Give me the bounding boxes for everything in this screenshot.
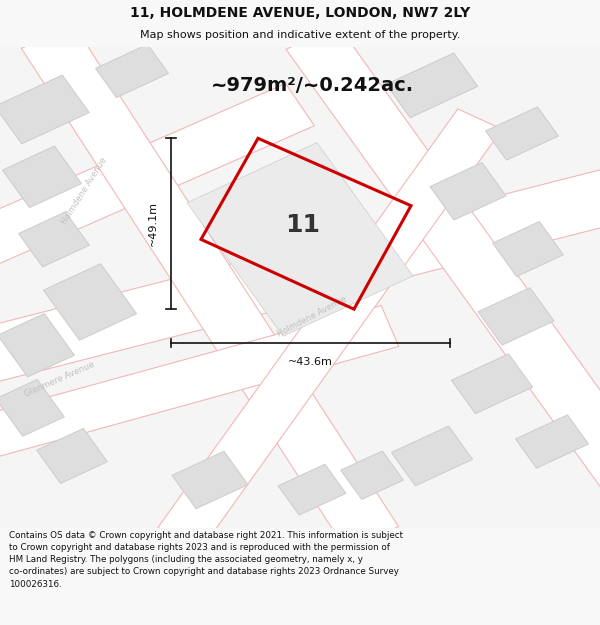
Polygon shape (95, 44, 169, 98)
Polygon shape (0, 379, 64, 436)
Text: ~49.1m: ~49.1m (148, 201, 158, 246)
Polygon shape (430, 162, 506, 220)
Text: Holmdene Avenue: Holmdene Avenue (59, 156, 109, 226)
Polygon shape (172, 451, 248, 509)
Text: Contains OS data © Crown copyright and database right 2021. This information is : Contains OS data © Crown copyright and d… (9, 531, 403, 589)
Text: Glenmere Avenue: Glenmere Avenue (23, 359, 97, 398)
Text: 11, HOLMDENE AVENUE, LONDON, NW7 2LY: 11, HOLMDENE AVENUE, LONDON, NW7 2LY (130, 6, 470, 20)
Polygon shape (0, 306, 399, 462)
Polygon shape (386, 53, 478, 118)
Polygon shape (493, 221, 563, 276)
Text: Holmdene Avenue: Holmdene Avenue (276, 294, 348, 339)
Polygon shape (286, 25, 600, 492)
Polygon shape (0, 314, 74, 377)
Polygon shape (391, 426, 473, 486)
Polygon shape (0, 165, 600, 386)
Polygon shape (43, 264, 137, 340)
Polygon shape (187, 142, 413, 336)
Polygon shape (22, 26, 398, 549)
Text: Map shows position and indicative extent of the property.: Map shows position and indicative extent… (140, 30, 460, 40)
Polygon shape (515, 415, 589, 468)
Polygon shape (478, 288, 554, 345)
Polygon shape (278, 464, 346, 515)
Polygon shape (37, 429, 107, 483)
Polygon shape (158, 109, 502, 548)
Polygon shape (2, 146, 82, 208)
Polygon shape (0, 84, 314, 270)
Polygon shape (0, 75, 89, 144)
Polygon shape (19, 212, 89, 267)
Text: 11: 11 (286, 213, 320, 237)
Polygon shape (451, 354, 533, 414)
Polygon shape (341, 451, 403, 499)
Text: ~43.6m: ~43.6m (288, 357, 333, 367)
Text: ~979m²/~0.242ac.: ~979m²/~0.242ac. (211, 76, 413, 95)
Polygon shape (485, 107, 559, 160)
